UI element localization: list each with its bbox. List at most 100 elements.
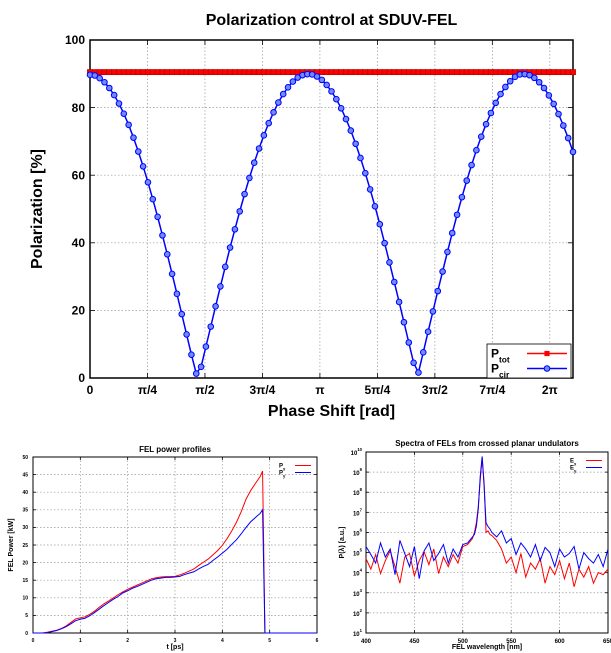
x-tick-label: π/4 (138, 383, 158, 397)
y-tick-label: 108 (353, 487, 363, 497)
data-point (173, 290, 181, 298)
y-tick-label: 0 (78, 371, 85, 385)
data-point (250, 159, 258, 166)
y-tick-label: 25 (22, 543, 28, 549)
x-tick-label: 2π (542, 383, 558, 397)
y-tick-label: 60 (72, 168, 86, 182)
data-point (386, 69, 393, 76)
x-axis-label: Phase Shift [rad] (268, 403, 395, 420)
data-point (362, 169, 369, 177)
data-point (439, 268, 446, 275)
data-point (482, 120, 490, 128)
y-tick-label: 104 (353, 568, 363, 578)
data-point (188, 351, 195, 358)
data-point (188, 69, 195, 76)
data-point (106, 84, 113, 92)
y-tick-label: 50 (22, 455, 28, 461)
data-point (241, 69, 248, 76)
series-p-tot (87, 69, 576, 76)
data-point (246, 174, 253, 182)
data-point (265, 69, 272, 76)
data-point (226, 244, 234, 251)
y-tick-label: 105 (353, 548, 363, 558)
data-point (275, 69, 282, 76)
data-point (256, 69, 262, 76)
data-point (149, 69, 156, 76)
data-point (198, 69, 204, 76)
data-point (275, 99, 282, 106)
y-tick-label: 101 (353, 628, 363, 638)
data-point (178, 310, 186, 318)
x-tick-label: 550 (506, 639, 517, 645)
data-point (217, 283, 224, 290)
y-tick-label: 40 (22, 490, 28, 496)
data-point (555, 110, 562, 118)
data-point (96, 74, 103, 82)
data-point (448, 229, 456, 237)
data-point (139, 163, 147, 170)
data-point (555, 69, 562, 76)
legend-label: Ex (570, 459, 577, 467)
data-point (328, 69, 335, 76)
data-point (174, 69, 180, 76)
data-point (487, 109, 495, 117)
legend-label: Px (279, 464, 286, 472)
y-tick-label: 109 (353, 467, 363, 477)
data-point (328, 88, 335, 95)
series-p-cir (86, 70, 577, 377)
series-line (365, 458, 609, 587)
data-point (395, 298, 403, 306)
y-tick-label: 106 (353, 527, 363, 537)
legend-label: Py (279, 471, 286, 479)
data-point (178, 69, 185, 76)
x-tick-label: 1 (79, 638, 82, 644)
data-point (478, 69, 485, 76)
data-point (154, 213, 161, 221)
data-point (270, 109, 277, 116)
data-point (231, 225, 239, 233)
series-e-y (365, 456, 609, 579)
data-point (125, 121, 132, 129)
y-axis-label: Polarization [%] (29, 149, 46, 269)
data-point (357, 69, 364, 76)
series-line (365, 456, 609, 579)
data-point (343, 69, 349, 76)
data-point (135, 69, 142, 76)
data-point (203, 69, 209, 76)
data-point (459, 69, 465, 76)
chart-title: Polarization control at SDUV-FEL (206, 12, 458, 29)
data-point (260, 69, 267, 76)
x-tick-label: 650 (603, 639, 611, 645)
data-point (430, 69, 436, 76)
x-tick-label: 3π/4 (249, 383, 275, 397)
legend-marker (543, 365, 551, 372)
data-point (265, 119, 273, 127)
data-point (352, 140, 359, 148)
y-tick-label: 20 (72, 304, 86, 318)
data-point (541, 69, 547, 76)
data-point (502, 83, 509, 91)
y-tick-label: 40 (72, 236, 86, 250)
data-point (352, 69, 359, 76)
data-point (419, 349, 427, 356)
data-point (232, 69, 238, 76)
data-point (545, 69, 552, 76)
data-point (111, 69, 118, 76)
chart-0: Polarization control at SDUV-FEL 0 π/4 π/2 3… (29, 12, 577, 420)
data-point (468, 161, 475, 169)
data-point (367, 69, 374, 76)
data-point (492, 99, 500, 107)
data-point (212, 303, 219, 310)
data-point (381, 69, 388, 76)
data-point (202, 343, 210, 350)
data-point (366, 186, 374, 193)
series-line (89, 73, 574, 376)
data-point (410, 69, 417, 76)
data-point (424, 328, 432, 335)
plot-frame (89, 39, 574, 379)
legend-label: Pcir (491, 362, 510, 380)
x-axis-label: t [ps] (166, 644, 183, 651)
data-point (362, 69, 369, 76)
